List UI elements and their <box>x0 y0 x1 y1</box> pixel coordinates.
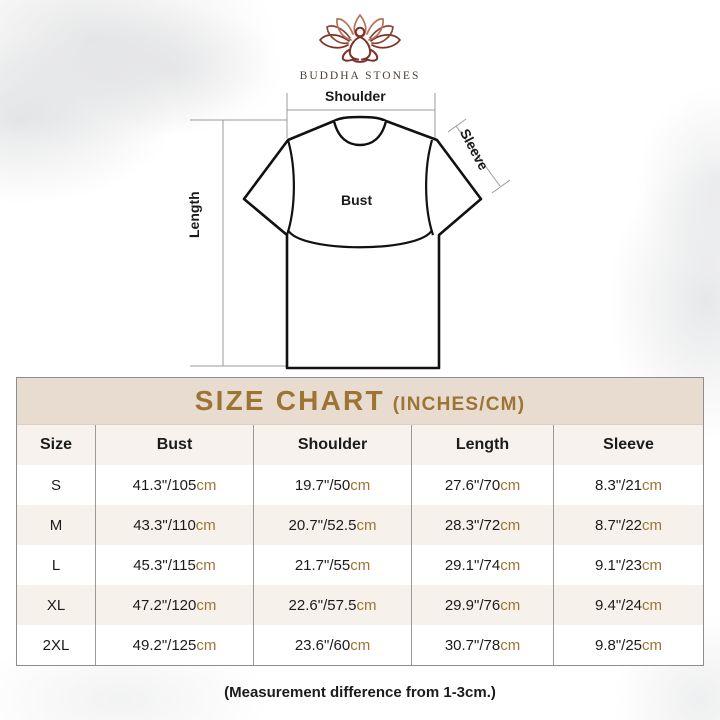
cell-shoulder: 22.6"/57.5cm <box>253 585 412 625</box>
table-row: L 45.3"/115cm 21.7"/55cm 29.1"/74cm 9.1"… <box>17 545 703 585</box>
cell-bust: 45.3"/115cm <box>95 545 254 585</box>
size-chart-banner: SIZE CHART (INCHES/CM) <box>17 378 703 425</box>
cell-length: 29.1"/74cm <box>411 545 554 585</box>
diagram-label-bust: Bust <box>341 192 373 208</box>
diagram-label-length: Length <box>186 191 202 238</box>
size-chart-table: Size Bust Shoulder Length Sleeve S 41.3"… <box>17 425 703 665</box>
cell-bust: 49.2"/125cm <box>95 625 254 665</box>
cell-sleeve: 9.1"/23cm <box>553 545 703 585</box>
cell-sleeve: 9.8"/25cm <box>553 625 703 665</box>
tshirt-diagram: Shoulder Bust Length Sleeve <box>186 88 530 380</box>
lotus-meditation-icon <box>319 14 401 63</box>
table-row: S 41.3"/105cm 19.7"/50cm 27.6"/70cm 8.3"… <box>17 465 703 505</box>
table-row: 2XL 49.2"/125cm 23.6"/60cm 30.7"/78cm 9.… <box>17 625 703 665</box>
cell-size: S <box>17 465 96 505</box>
cell-length: 29.9"/76cm <box>411 585 554 625</box>
measurement-footnote: (Measurement difference from 1-3cm.) <box>224 684 496 701</box>
cell-shoulder: 19.7"/50cm <box>253 465 412 505</box>
cell-shoulder: 21.7"/55cm <box>253 545 412 585</box>
cell-size: 2XL <box>17 625 96 665</box>
column-header-bust: Bust <box>95 425 254 465</box>
size-chart-title-main: SIZE CHART <box>194 385 385 416</box>
size-chart-title: SIZE CHART (INCHES/CM) <box>195 385 525 417</box>
cell-sleeve: 8.3"/21cm <box>553 465 703 505</box>
cell-bust: 47.2"/120cm <box>95 585 254 625</box>
table-row: XL 47.2"/120cm 22.6"/57.5cm 29.9"/76cm 9… <box>17 585 703 625</box>
brand-name: BUDDHA STONES <box>299 70 421 82</box>
cell-size: XL <box>17 585 96 625</box>
cell-shoulder: 23.6"/60cm <box>253 625 412 665</box>
cell-length: 27.6"/70cm <box>411 465 554 505</box>
column-header-shoulder: Shoulder <box>253 425 412 465</box>
cell-size: L <box>17 545 96 585</box>
table-header-row: Size Bust Shoulder Length Sleeve <box>17 425 703 465</box>
brand-logo: BUDDHA STONES <box>0 12 720 82</box>
cell-sleeve: 9.4"/24cm <box>553 585 703 625</box>
diagram-label-shoulder: Shoulder <box>325 88 386 104</box>
table-row: M 43.3"/110cm 20.7"/52.5cm 28.3"/72cm 8.… <box>17 505 703 545</box>
column-header-length: Length <box>411 425 554 465</box>
size-chart-table-container: SIZE CHART (INCHES/CM) Size Bust Shoulde… <box>16 377 704 666</box>
cell-bust: 43.3"/110cm <box>95 505 254 545</box>
cell-length: 30.7"/78cm <box>411 625 554 665</box>
cell-shoulder: 20.7"/52.5cm <box>253 505 412 545</box>
tshirt-outline-svg <box>190 93 511 370</box>
size-chart-title-units: (INCHES/CM) <box>392 394 526 415</box>
cell-size: M <box>17 505 96 545</box>
cell-sleeve: 8.7"/22cm <box>553 505 703 545</box>
column-header-sleeve: Sleeve <box>553 425 703 465</box>
cell-bust: 41.3"/105cm <box>95 465 254 505</box>
cell-length: 28.3"/72cm <box>411 505 554 545</box>
column-header-size: Size <box>17 425 96 465</box>
